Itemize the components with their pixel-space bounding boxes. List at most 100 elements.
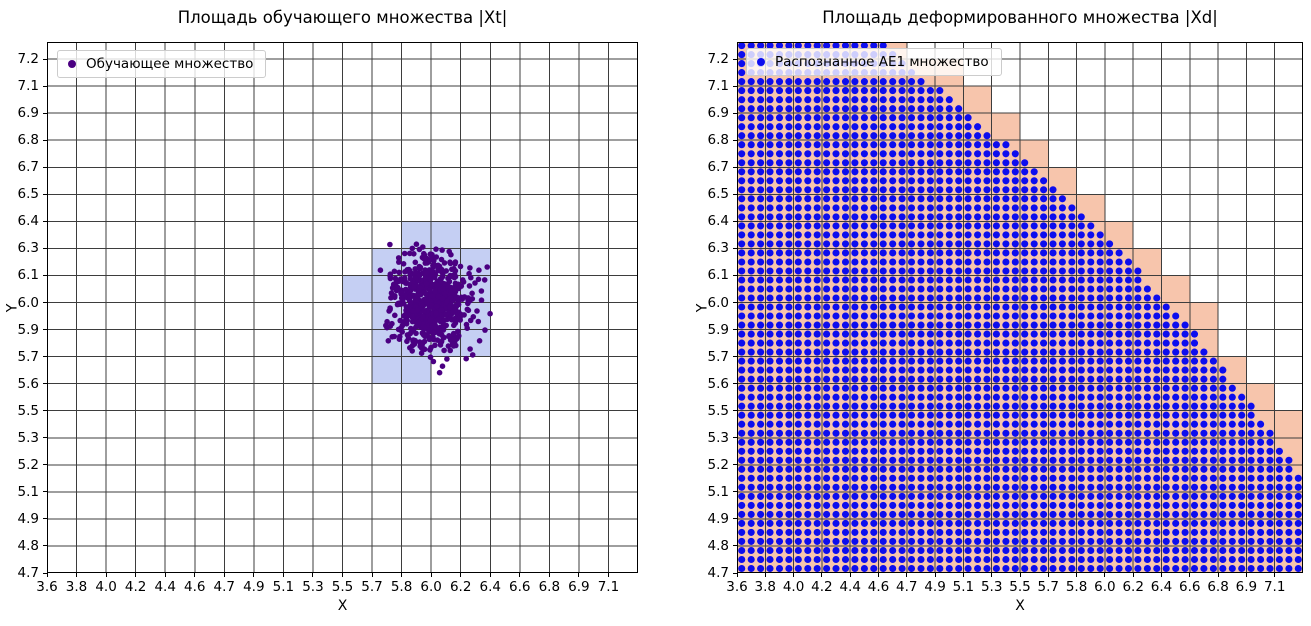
y-tick-label: 6.3: [17, 240, 39, 257]
x-tick-label: 4.4: [839, 579, 861, 595]
x-tick-label: 4.2: [124, 579, 147, 595]
plot-area-right: [737, 42, 1303, 573]
y-tick-label: 5.3: [707, 429, 729, 446]
y-tick-label: 5.6: [707, 375, 729, 392]
legend-marker-dot-blue: [757, 58, 765, 66]
y-tick-mark: [43, 274, 47, 276]
x-tick-label: 5.5: [331, 579, 354, 595]
y-tick-label: 6.3: [707, 240, 729, 257]
y-tick-label: 5.2: [707, 456, 729, 473]
y-tick-mark: [733, 220, 737, 222]
x-tick-label: 7.1: [1263, 579, 1286, 595]
x-tick-label: 6.4: [479, 579, 501, 595]
y-tick-mark: [733, 302, 737, 304]
y-tick-mark: [733, 437, 737, 439]
x-tick-mark: [991, 573, 993, 577]
x-tick-label: 5.1: [952, 579, 975, 595]
x-tick-label: 4.2: [811, 579, 833, 595]
x-tick-mark: [764, 573, 766, 577]
x-tick-label: 5.7: [1037, 579, 1060, 595]
y-tick-mark: [43, 545, 47, 547]
y-tick-label: 7.2: [707, 51, 729, 68]
y-tick-mark: [43, 193, 47, 195]
x-tick-mark: [1104, 573, 1106, 577]
y-tick-mark: [43, 247, 47, 249]
x-tick-mark: [793, 573, 795, 577]
x-tick-label: 5.8: [390, 579, 413, 595]
y-tick-mark: [733, 518, 737, 520]
y-tick-label: 6.1: [17, 267, 39, 284]
y-tick-mark: [43, 329, 47, 331]
y-tick-label: 7.1: [707, 78, 729, 95]
x-tick-mark: [164, 573, 166, 577]
x-tick-mark: [1019, 573, 1021, 577]
x-tick-mark: [46, 573, 48, 577]
x-tick-label: 5.7: [361, 579, 383, 595]
y-tick-mark: [733, 491, 737, 493]
y-tick-mark: [733, 464, 737, 466]
y-tick-mark: [43, 491, 47, 493]
legend-recognized-set: Распознанное АЕ1 множество: [746, 48, 1002, 76]
x-tick-mark: [878, 573, 879, 577]
x-tick-mark: [1189, 573, 1191, 577]
y-tick-mark: [43, 572, 47, 574]
x-tick-label: 3.6: [726, 579, 748, 595]
x-tick-label: 6.0: [1094, 579, 1116, 595]
y-tick-label: 4.9: [17, 510, 39, 527]
y-tick-mark: [733, 329, 737, 331]
y-tick-label: 5.9: [707, 321, 729, 338]
y-tick-mark: [733, 139, 737, 141]
x-tick-label: 6.6: [1179, 579, 1201, 595]
x-tick-label: 4.0: [782, 579, 805, 595]
y-tick-mark: [43, 302, 47, 304]
x-tick-mark: [1076, 573, 1078, 577]
y-tick-mark: [43, 58, 47, 60]
plot-title-left: Площадь обучающего множества |Xt|: [177, 8, 508, 27]
x-tick-label: 5.1: [272, 579, 295, 595]
x-tick-mark: [548, 573, 550, 577]
y-tick-label: 6.4: [707, 213, 729, 230]
y-tick-label: 6.5: [17, 186, 39, 203]
x-tick-label: 4.0: [95, 579, 117, 595]
x-tick-mark: [371, 573, 373, 577]
x-tick-mark: [223, 573, 225, 577]
axes-spines-right: [737, 42, 1303, 573]
x-tick-label: 4.9: [243, 579, 265, 595]
x-tick-label: 6.8: [1207, 579, 1229, 595]
y-tick-label: 5.7: [17, 348, 39, 365]
x-tick-mark: [76, 573, 78, 577]
grid-lines-right: [737, 42, 1303, 573]
y-tick-label: 6.9: [17, 105, 39, 122]
y-tick-mark: [733, 383, 737, 385]
y-tick-label: 6.9: [707, 105, 729, 122]
x-tick-label: 4.7: [213, 579, 236, 595]
plot-title-right: Площадь деформированного множества |Xd|: [822, 8, 1218, 27]
y-tick-label: 6.5: [707, 186, 729, 203]
x-tick-label: 5.3: [302, 579, 324, 595]
y-axis-label-left: Y: [4, 303, 21, 313]
y-tick-label: 4.7: [17, 565, 39, 581]
axes-spines-left: [47, 42, 638, 573]
y-tick-label: 6.8: [17, 132, 39, 149]
x-tick-label: 5.5: [1009, 579, 1031, 595]
y-tick-mark: [43, 383, 47, 385]
x-tick-mark: [906, 573, 908, 577]
y-tick-label: 4.7: [707, 565, 729, 581]
x-tick-mark: [849, 573, 851, 577]
x-axis-label-right: X: [1015, 598, 1025, 614]
y-tick-mark: [733, 572, 737, 574]
y-axis-label-right: Y: [694, 303, 711, 313]
x-tick-label: 4.9: [924, 579, 946, 595]
y-tick-label: 6.8: [707, 132, 729, 149]
x-tick-mark: [1047, 573, 1049, 577]
x-axis-label-left: X: [337, 598, 348, 614]
y-tick-label: 5.2: [17, 456, 39, 473]
y-tick-label: 6.7: [17, 159, 39, 176]
y-tick-label: 4.8: [707, 537, 729, 554]
y-tick-mark: [733, 356, 737, 358]
x-tick-label: 4.6: [184, 579, 206, 595]
y-tick-mark: [733, 58, 737, 60]
y-tick-mark: [43, 139, 47, 141]
x-tick-label: 7.1: [597, 579, 620, 595]
x-tick-mark: [194, 573, 196, 577]
